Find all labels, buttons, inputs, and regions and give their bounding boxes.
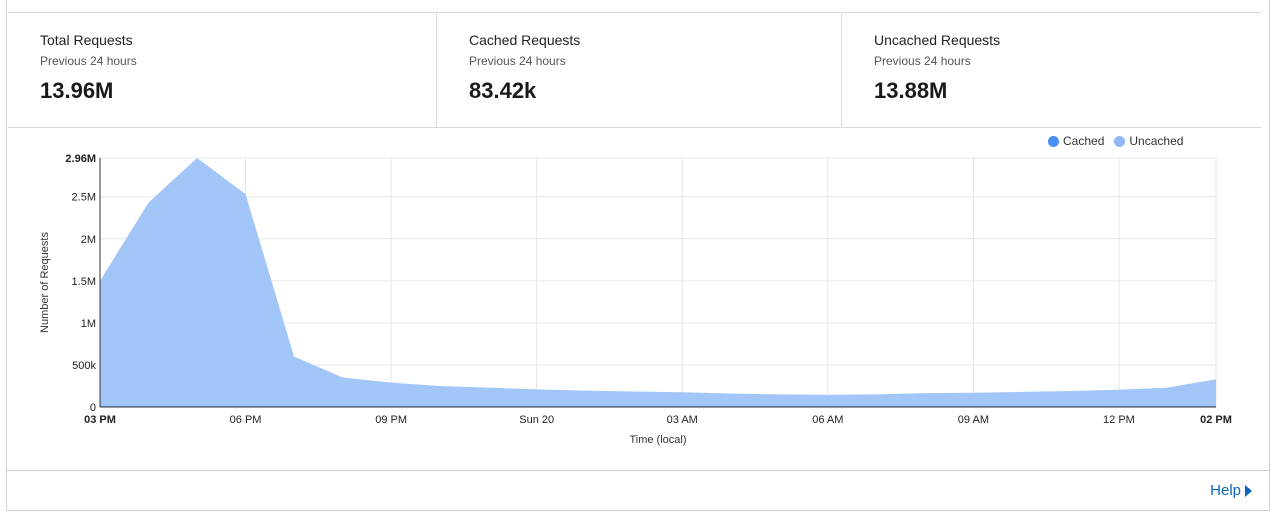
stat-title: Total Requests	[40, 32, 133, 48]
stat-uncached-requests: Uncached Requests Previous 24 hours 13.8…	[841, 13, 1261, 127]
y-tick-label: 1.5M	[72, 276, 96, 288]
legend-item-uncached[interactable]: Uncached	[1114, 134, 1183, 148]
uncached-area	[100, 158, 1216, 407]
x-tick-label: 09 AM	[958, 414, 989, 426]
y-tick-label: 0	[90, 402, 96, 414]
x-tick-label: 06 AM	[812, 414, 843, 426]
x-tick-label: 03 AM	[667, 414, 698, 426]
stat-subtitle: Previous 24 hours	[469, 54, 566, 68]
legend-item-cached[interactable]: Cached	[1048, 134, 1104, 148]
chart-legend: Cached Uncached	[1048, 134, 1183, 148]
y-tick-label: 2.96M	[65, 153, 96, 165]
legend-label-uncached: Uncached	[1129, 134, 1184, 148]
requests-area-chart: 0 500k 1M 1.5M 2M 2.5M 2.96M 03 PM 06 PM 09 PM Sun…	[39, 153, 1232, 446]
x-tick-label: 09 PM	[375, 414, 407, 426]
y-tick-label: 2.5M	[72, 192, 96, 204]
legend-label-cached: Cached	[1063, 134, 1105, 148]
legend-dot-uncached	[1114, 135, 1126, 147]
stat-total-requests: Total Requests Previous 24 hours 13.96M	[8, 13, 436, 127]
y-tick-label: 1M	[81, 318, 96, 330]
caret-right-icon	[1245, 484, 1252, 497]
x-axis-title: Time (local)	[629, 434, 686, 446]
x-tick-label: 02 PM	[1200, 414, 1232, 426]
stat-subtitle: Previous 24 hours	[40, 54, 137, 68]
x-tick-label: 03 PM	[84, 414, 116, 426]
x-tick-label: 12 PM	[1103, 414, 1135, 426]
stats-row: Total Requests Previous 24 hours 13.96M …	[8, 12, 1261, 128]
y-tick-label: 2M	[81, 234, 96, 246]
stat-value: 83.42k	[469, 78, 537, 103]
stat-value: 13.88M	[874, 78, 948, 103]
y-tick-label: 500k	[72, 360, 96, 372]
requests-panel	[6, 0, 1270, 511]
y-axis-title: Number of Requests	[39, 232, 51, 333]
stat-title: Cached Requests	[469, 32, 581, 48]
stat-value: 13.96M	[40, 78, 114, 103]
x-tick-label: Sun 20	[519, 414, 554, 426]
panel-footer: Help	[6, 470, 1270, 511]
help-label: Help	[1210, 482, 1241, 499]
legend-dot-cached	[1048, 135, 1059, 147]
stat-title: Uncached Requests	[874, 32, 1001, 48]
help-link[interactable]: Help	[1210, 482, 1252, 499]
x-tick-label: 06 PM	[230, 414, 262, 426]
stat-cached-requests: Cached Requests Previous 24 hours 83.42k	[436, 13, 841, 127]
stat-subtitle: Previous 24 hours	[874, 54, 971, 68]
